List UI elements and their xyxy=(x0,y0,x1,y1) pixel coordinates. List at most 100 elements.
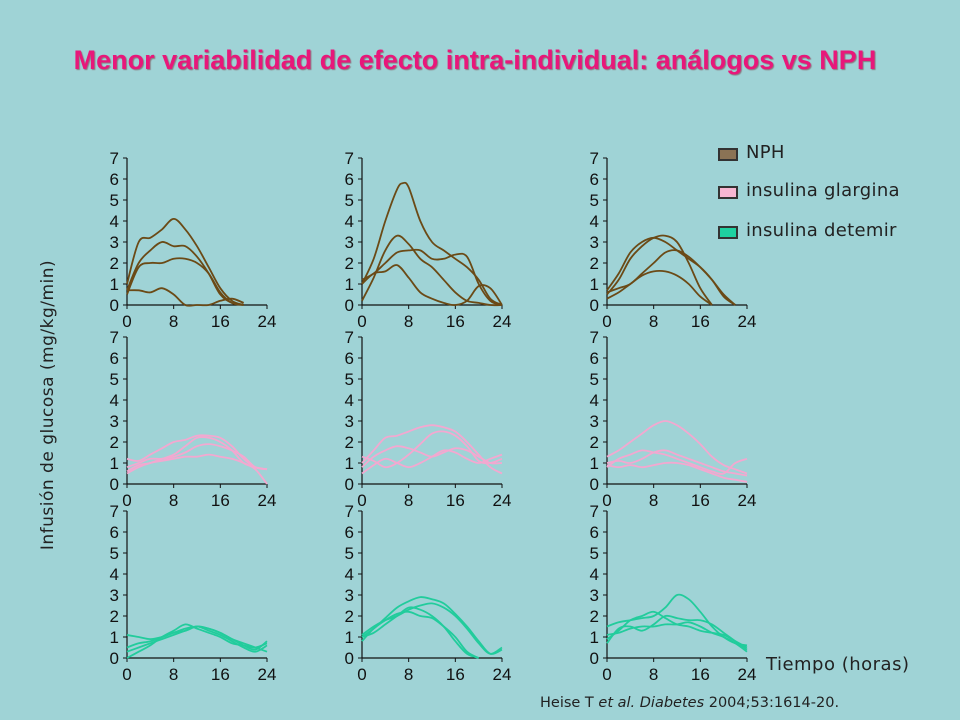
x-tick-label: 24 xyxy=(738,491,757,510)
y-tick-label: 7 xyxy=(590,328,599,347)
y-tick-label: 6 xyxy=(345,349,354,368)
y-tick-label: 4 xyxy=(590,212,599,231)
x-tick-label: 0 xyxy=(122,665,131,684)
series-line-4 xyxy=(361,449,503,475)
y-tick-label: 1 xyxy=(590,628,599,647)
y-tick-label: 4 xyxy=(345,212,354,231)
series-line-1 xyxy=(126,434,268,471)
series-line-2 xyxy=(361,234,503,307)
y-tick-label: 0 xyxy=(345,649,354,668)
x-tick-label: 8 xyxy=(169,312,178,331)
y-tick-label: 1 xyxy=(590,275,599,294)
y-tick-label: 0 xyxy=(590,475,599,494)
x-tick-label: 24 xyxy=(738,312,757,331)
y-tick-label: 5 xyxy=(110,191,119,210)
series-line-3 xyxy=(126,257,244,306)
citation-journal: et al. Diabetes xyxy=(598,695,705,711)
y-tick-label: 6 xyxy=(345,170,354,189)
series-line-1 xyxy=(606,234,713,306)
series-line-2 xyxy=(606,449,748,475)
series-line-2 xyxy=(126,241,244,306)
x-tick-label: 24 xyxy=(258,491,277,510)
y-tick-label: 2 xyxy=(590,254,599,273)
y-tick-label: 6 xyxy=(590,523,599,542)
y-tick-label: 2 xyxy=(345,433,354,452)
y-tick-label: 2 xyxy=(345,607,354,626)
x-tick-label: 24 xyxy=(258,665,277,684)
legend-label-detemir: insulina detemir xyxy=(746,220,897,241)
y-tick-label: 4 xyxy=(590,565,599,584)
y-tick-label: 3 xyxy=(590,233,599,252)
y-tick-label: 7 xyxy=(110,149,119,168)
series-line-1 xyxy=(126,218,244,306)
x-tick-label: 0 xyxy=(602,665,611,684)
y-tick-label: 4 xyxy=(110,391,119,410)
series-line-3 xyxy=(606,614,748,651)
citation-reference: 2004;53:1614-20. xyxy=(704,695,840,711)
x-tick-label: 0 xyxy=(357,665,366,684)
x-axis-label: Tiempo (horas) xyxy=(766,654,910,675)
legend-swatch-detemir xyxy=(718,226,738,239)
y-tick-label: 6 xyxy=(110,349,119,368)
y-tick-label: 1 xyxy=(110,628,119,647)
y-tick-label: 4 xyxy=(110,212,119,231)
x-tick-label: 8 xyxy=(649,312,658,331)
y-tick-label: 2 xyxy=(590,433,599,452)
y-tick-label: 1 xyxy=(345,275,354,294)
x-tick-label: 24 xyxy=(493,491,512,510)
series-line-4 xyxy=(606,621,748,653)
y-tick-label: 7 xyxy=(345,149,354,168)
series-line-1 xyxy=(361,181,503,306)
series-line-3 xyxy=(606,449,748,477)
y-tick-label: 1 xyxy=(345,628,354,647)
y-tick-label: 4 xyxy=(345,391,354,410)
y-tick-label: 5 xyxy=(345,191,354,210)
y-tick-label: 2 xyxy=(345,254,354,273)
y-tick-label: 6 xyxy=(110,523,119,542)
x-tick-label: 16 xyxy=(211,312,230,331)
series-line-3 xyxy=(126,625,268,653)
y-tick-label: 0 xyxy=(590,649,599,668)
citation-author: Heise T xyxy=(540,695,599,711)
x-tick-label: 8 xyxy=(649,491,658,510)
series-line-4 xyxy=(361,606,479,659)
y-tick-label: 5 xyxy=(590,370,599,389)
legend-swatch-glargina xyxy=(718,186,738,199)
y-tick-label: 2 xyxy=(110,433,119,452)
x-tick-label: 16 xyxy=(691,491,710,510)
y-tick-label: 4 xyxy=(110,565,119,584)
y-tick-label: 3 xyxy=(345,412,354,431)
y-tick-label: 3 xyxy=(590,586,599,605)
y-tick-label: 0 xyxy=(110,296,119,315)
series-line-2 xyxy=(361,602,503,655)
y-tick-label: 7 xyxy=(345,328,354,347)
x-tick-label: 8 xyxy=(169,665,178,684)
y-tick-label: 1 xyxy=(345,454,354,473)
series-line-4 xyxy=(606,461,748,483)
series-line-3 xyxy=(361,610,480,659)
y-tick-label: 3 xyxy=(110,233,119,252)
y-tick-label: 0 xyxy=(345,296,354,315)
x-tick-label: 24 xyxy=(738,665,757,684)
y-tick-label: 6 xyxy=(590,349,599,368)
y-tick-label: 5 xyxy=(110,544,119,563)
x-tick-label: 16 xyxy=(446,665,465,684)
y-tick-label: 1 xyxy=(590,454,599,473)
y-tick-label: 5 xyxy=(590,191,599,210)
citation: Heise T et al. Diabetes 2004;53:1614-20. xyxy=(540,695,839,711)
x-tick-label: 0 xyxy=(602,491,611,510)
series-line-4 xyxy=(606,269,713,306)
x-tick-label: 0 xyxy=(122,312,131,331)
x-tick-label: 8 xyxy=(404,665,413,684)
series-line-1 xyxy=(361,424,503,475)
y-tick-label: 0 xyxy=(590,296,599,315)
x-tick-label: 16 xyxy=(691,665,710,684)
y-tick-label: 5 xyxy=(110,370,119,389)
y-tick-label: 4 xyxy=(345,565,354,584)
